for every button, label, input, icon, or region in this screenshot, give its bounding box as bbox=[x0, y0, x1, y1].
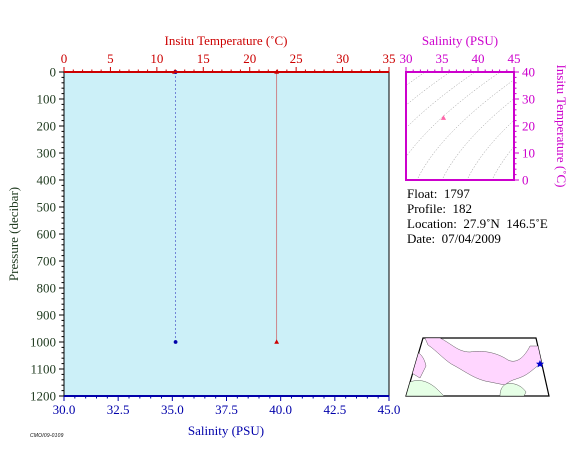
date: Date: 07/04/2009 bbox=[407, 231, 501, 246]
pressure-tick-label: 800 bbox=[37, 281, 57, 296]
pressure-tick-label: 900 bbox=[37, 308, 57, 323]
pressure-tick-label: 300 bbox=[37, 146, 57, 161]
pressure-tick-label: 1100 bbox=[30, 362, 56, 377]
density-contour-line bbox=[442, 98, 514, 179]
salinity-tick-label: 42.5 bbox=[323, 402, 346, 417]
inset-salinity-tick-label: 35 bbox=[436, 51, 449, 66]
inset-salinity-axis-title: Salinity (PSU) bbox=[422, 33, 498, 48]
pressure-tick-label: 1000 bbox=[30, 335, 56, 350]
map-float-location-marker bbox=[536, 360, 544, 368]
location: Location: 27.9˚N 146.5˚E bbox=[407, 216, 548, 231]
inset-temperature-tick-label: 40 bbox=[522, 65, 535, 80]
density-contour-line bbox=[406, 72, 426, 86]
density-contours bbox=[406, 72, 514, 179]
temperature-tick-label: 20 bbox=[243, 51, 256, 66]
temperature-tick-label: 35 bbox=[383, 51, 396, 66]
inset-temperature-tick-label: 30 bbox=[522, 92, 535, 107]
inset-temperature-tick-label: 20 bbox=[522, 119, 535, 134]
salinity-axis-title: Salinity (PSU) bbox=[188, 423, 264, 438]
pressure-tick-label: 600 bbox=[37, 227, 57, 242]
temperature-tick-label: 15 bbox=[197, 51, 210, 66]
salinity-tick-label: 32.5 bbox=[107, 402, 130, 417]
density-contour-line bbox=[406, 72, 476, 129]
density-contour-line bbox=[492, 146, 514, 179]
pressure-tick-label: 1200 bbox=[30, 389, 56, 404]
temperature-tick-label: 10 bbox=[150, 51, 163, 66]
salinity-tick-label: 35.0 bbox=[161, 402, 184, 417]
ts-point bbox=[440, 115, 447, 120]
density-contour-line bbox=[406, 72, 501, 158]
profile-number: Profile: 182 bbox=[407, 201, 472, 216]
salinity-tick-label: 37.5 bbox=[215, 402, 238, 417]
map-land-australia bbox=[499, 383, 527, 396]
temperature-tick-label: 30 bbox=[336, 51, 349, 66]
pressure-axis-title: Pressure (decibar) bbox=[6, 187, 21, 281]
inset-temperature-tick-label: 10 bbox=[522, 146, 535, 161]
temperature-axis-title: Insitu Temperature (˚C) bbox=[164, 33, 287, 48]
density-contour-line bbox=[467, 119, 514, 179]
density-contour-line bbox=[406, 72, 451, 106]
pressure-tick-label: 0 bbox=[50, 65, 57, 80]
map-land-south bbox=[406, 380, 445, 396]
main-plot-area bbox=[64, 72, 389, 396]
temperature-tick-label: 5 bbox=[107, 51, 114, 66]
pressure-tick-label: 100 bbox=[37, 92, 57, 107]
inset-salinity-tick-label: 30 bbox=[400, 51, 413, 66]
temperature-tick-label: 0 bbox=[61, 51, 68, 66]
pressure-tick-label: 200 bbox=[37, 119, 57, 134]
pressure-tick-label: 700 bbox=[37, 254, 57, 269]
pressure-tick-label: 400 bbox=[37, 173, 57, 188]
ts-inset-area bbox=[406, 72, 514, 180]
inset-temperature-tick-label: 0 bbox=[522, 173, 529, 188]
inset-salinity-tick-label: 40 bbox=[472, 51, 485, 66]
salinity-tick-label: 30.0 bbox=[53, 402, 76, 417]
location-map bbox=[405, 337, 550, 397]
map-land-asia bbox=[424, 338, 546, 386]
salinity-tick-label: 40.0 bbox=[269, 402, 292, 417]
density-contour-line bbox=[417, 79, 514, 179]
salinity-tick-label: 45.0 bbox=[378, 402, 401, 417]
float-id: Float: 1797 bbox=[407, 186, 470, 201]
salinity-point bbox=[173, 340, 178, 344]
inset-temperature-axis-title: Insitu Temperature (˚C) bbox=[554, 64, 569, 187]
footer-tag: CMOI09-0109 bbox=[30, 433, 64, 439]
temperature-point bbox=[274, 339, 280, 344]
inset-salinity-tick-label: 45 bbox=[508, 51, 521, 66]
pressure-tick-label: 500 bbox=[37, 200, 57, 215]
temperature-tick-label: 25 bbox=[290, 51, 303, 66]
